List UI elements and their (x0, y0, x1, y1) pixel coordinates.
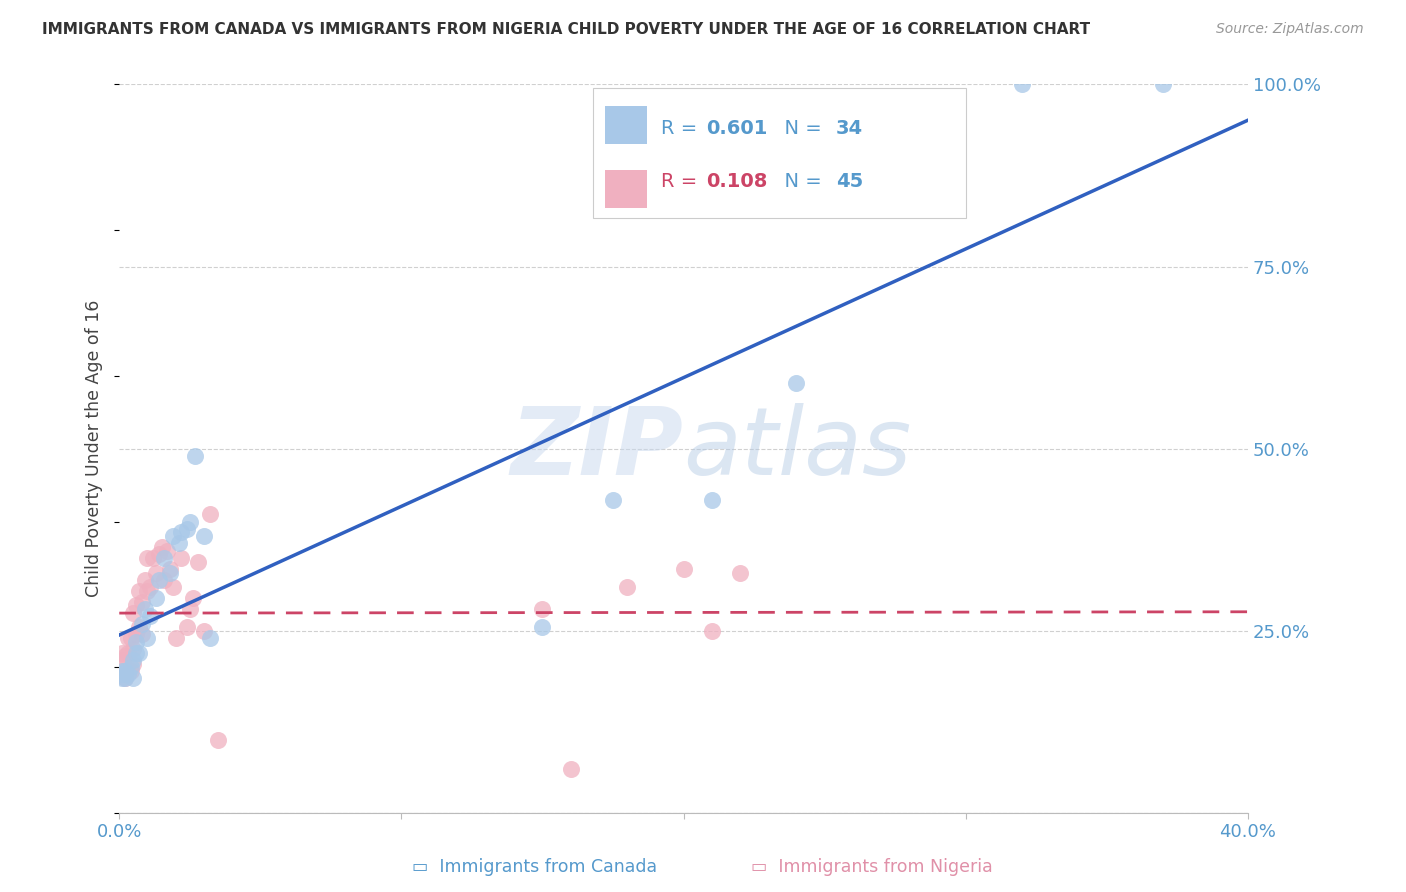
Point (111, 664, 134, 678)
Point (131, 594, 153, 608)
Point (136, 550, 159, 565)
Point (145, 566, 167, 580)
Point (531, 620, 554, 634)
Point (117, 646, 139, 660)
Point (156, 543, 179, 558)
Point (122, 606, 145, 620)
Point (114, 664, 136, 678)
Point (179, 515, 201, 529)
Point (193, 624, 215, 638)
Point (122, 657, 145, 671)
Point (672, 562, 695, 576)
FancyBboxPatch shape (605, 106, 647, 145)
Point (159, 566, 181, 580)
Point (131, 616, 153, 631)
Point (125, 646, 148, 660)
Point (125, 634, 148, 648)
Point (170, 525, 193, 540)
Text: 45: 45 (837, 172, 863, 191)
Point (120, 660, 142, 674)
Text: atlas: atlas (683, 403, 912, 494)
Y-axis label: Child Poverty Under the Age of 16: Child Poverty Under the Age of 16 (86, 300, 103, 598)
Point (111, 664, 134, 678)
Point (128, 583, 150, 598)
Point (728, 566, 751, 580)
Point (120, 664, 142, 678)
Point (170, 550, 193, 565)
Point (125, 599, 148, 613)
Point (142, 550, 165, 565)
Point (131, 627, 153, 641)
Point (1152, 78, 1174, 92)
Point (167, 536, 190, 550)
Point (531, 602, 554, 616)
Point (560, 762, 582, 776)
Point (125, 627, 148, 641)
Point (150, 540, 173, 554)
Text: N =: N = (772, 172, 828, 191)
Point (785, 376, 807, 390)
Point (136, 631, 159, 645)
Text: ▭  Immigrants from Canada: ▭ Immigrants from Canada (412, 858, 657, 876)
Point (148, 573, 170, 587)
Point (176, 620, 198, 634)
Text: Source: ZipAtlas.com: Source: ZipAtlas.com (1216, 22, 1364, 37)
Point (136, 583, 159, 598)
Point (111, 653, 134, 667)
Text: N =: N = (772, 120, 828, 138)
Point (128, 646, 150, 660)
Point (128, 620, 150, 634)
Point (179, 602, 201, 616)
Point (148, 547, 170, 561)
Point (122, 642, 145, 657)
Point (181, 591, 204, 605)
Text: 0.108: 0.108 (706, 172, 768, 191)
Point (176, 522, 198, 536)
Point (122, 653, 145, 667)
Point (120, 631, 142, 645)
Point (145, 591, 167, 605)
Point (114, 671, 136, 685)
Point (153, 550, 176, 565)
FancyBboxPatch shape (593, 88, 966, 219)
Point (1011, 78, 1033, 92)
Point (602, 492, 624, 507)
Point (139, 580, 162, 594)
Text: 0.601: 0.601 (706, 120, 768, 138)
Point (111, 667, 134, 681)
Text: ZIP: ZIP (510, 402, 683, 495)
Point (139, 609, 162, 624)
Point (162, 529, 184, 543)
Point (111, 646, 134, 660)
Point (616, 580, 638, 594)
Point (165, 631, 187, 645)
Text: R =: R = (661, 172, 703, 191)
Point (162, 580, 184, 594)
Point (134, 602, 156, 616)
Point (700, 624, 723, 638)
Point (159, 562, 181, 576)
Point (111, 671, 134, 685)
Point (193, 529, 215, 543)
Point (122, 671, 145, 685)
Point (198, 631, 221, 645)
Text: R =: R = (661, 120, 703, 138)
Text: 34: 34 (837, 120, 863, 138)
Point (207, 733, 229, 747)
Point (114, 671, 136, 685)
Point (700, 492, 723, 507)
Point (187, 555, 209, 569)
Point (134, 573, 156, 587)
Text: ▭  Immigrants from Nigeria: ▭ Immigrants from Nigeria (751, 858, 993, 876)
Point (198, 507, 221, 521)
Point (117, 667, 139, 681)
Point (117, 631, 139, 645)
Point (153, 573, 176, 587)
Point (114, 649, 136, 664)
Text: IMMIGRANTS FROM CANADA VS IMMIGRANTS FROM NIGERIA CHILD POVERTY UNDER THE AGE OF: IMMIGRANTS FROM CANADA VS IMMIGRANTS FRO… (42, 22, 1090, 37)
FancyBboxPatch shape (605, 170, 647, 208)
Point (184, 449, 207, 463)
